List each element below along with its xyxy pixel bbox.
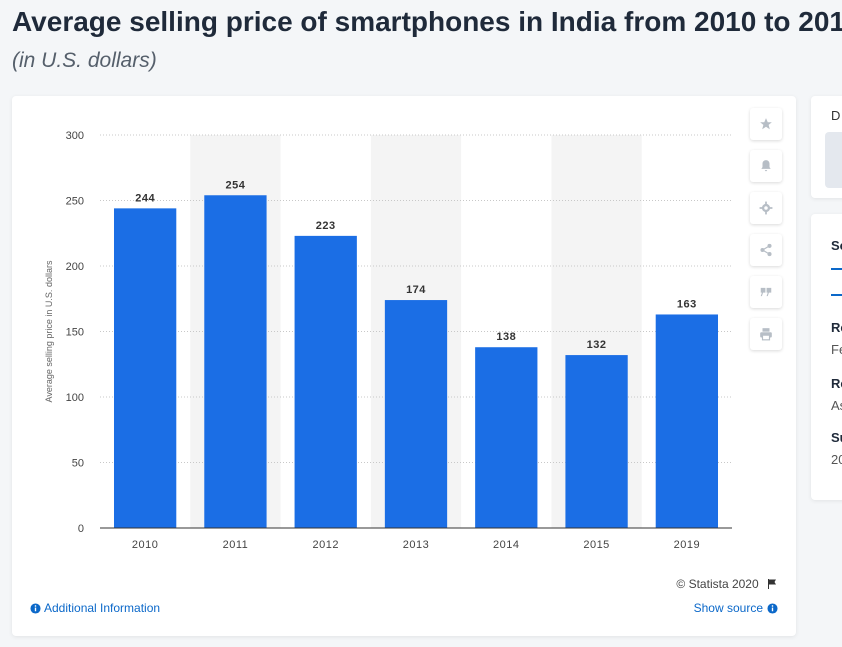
notification-button[interactable] <box>750 150 782 182</box>
data-label: 223 <box>316 220 336 232</box>
sidebar-section-value: 20 <box>831 452 842 467</box>
sidebar-section-value: As <box>831 398 842 413</box>
y-tick-label: 100 <box>66 392 84 404</box>
data-label: 244 <box>135 192 155 204</box>
info-icon <box>767 603 778 614</box>
print-button[interactable] <box>750 318 782 350</box>
x-tick-label: 2011 <box>223 539 249 551</box>
show-source-label: Show source <box>693 601 763 615</box>
flag-icon[interactable] <box>766 578 778 590</box>
gear-icon <box>759 201 773 215</box>
additional-information-label: Additional Information <box>44 601 161 615</box>
quote-icon <box>760 287 772 297</box>
chart-card: 0 50 100 150 200 250 300 Average selling price … <box>12 96 796 636</box>
x-tick-label: 2013 <box>403 539 429 551</box>
data-label: 174 <box>406 284 426 296</box>
sidebar-top-initial: D <box>831 108 841 123</box>
copyright-text: © Statista 2020 <box>676 577 759 591</box>
y-axis-label: Average selling price in U.S. dollars <box>44 260 54 402</box>
y-tick-label: 200 <box>66 261 84 273</box>
bar <box>655 314 719 528</box>
sidebar-section-heading: Re <box>831 320 842 335</box>
settings-button[interactable] <box>750 192 782 224</box>
data-label: 132 <box>587 339 607 351</box>
star-icon <box>760 118 772 130</box>
bar <box>475 347 538 528</box>
sidebar-download-button[interactable] <box>825 132 842 188</box>
y-tick-label: 150 <box>66 327 84 339</box>
bell-icon <box>761 160 771 172</box>
cite-button[interactable] <box>750 276 782 308</box>
bar <box>113 208 177 529</box>
sidebar-tab-underline <box>831 294 842 296</box>
copyright-note: © Statista 2020 <box>676 577 778 591</box>
sidebar-tab-label[interactable]: Sc <box>831 238 842 253</box>
x-tick-label: 2015 <box>583 539 609 551</box>
info-icon <box>30 603 41 614</box>
bar <box>565 355 628 528</box>
sidebar-section-value: Fe <box>831 342 842 357</box>
x-tick-label: 2014 <box>493 539 519 551</box>
data-label: 163 <box>677 298 697 310</box>
y-tick-label: 250 <box>66 196 84 208</box>
x-tick-label: 2012 <box>312 539 338 551</box>
data-label: 254 <box>225 179 245 191</box>
sidebar-details-card: Sc Re Fe Re As Su 20 <box>811 214 842 500</box>
y-tick-label: 50 <box>72 458 84 470</box>
bar <box>384 300 448 528</box>
x-tick-label: 2019 <box>674 539 700 551</box>
y-tick-label: 0 <box>78 523 84 535</box>
sidebar-section-heading: Su <box>831 430 842 445</box>
share-button[interactable] <box>750 234 782 266</box>
bar-chart: 0 50 100 150 200 250 300 Average selling price … <box>44 130 732 551</box>
y-tick-label: 300 <box>66 130 84 142</box>
data-label: 138 <box>496 331 516 343</box>
sidebar-section-heading: Re <box>831 376 842 391</box>
page-subtitle: (in U.S. dollars) <box>12 49 157 72</box>
page-title: Average selling price of smartphones in … <box>12 6 842 37</box>
bar <box>204 195 267 528</box>
sidebar-download-card: D <box>811 96 842 198</box>
x-tick-label: 2010 <box>132 539 158 551</box>
additional-information-link[interactable]: Additional Information <box>30 601 160 615</box>
sidebar-tab-underline <box>831 268 842 270</box>
show-source-link[interactable]: Show source <box>694 601 778 615</box>
share-icon <box>760 243 772 257</box>
print-icon <box>760 328 772 341</box>
bar <box>294 235 357 528</box>
favorite-button[interactable] <box>750 108 782 140</box>
